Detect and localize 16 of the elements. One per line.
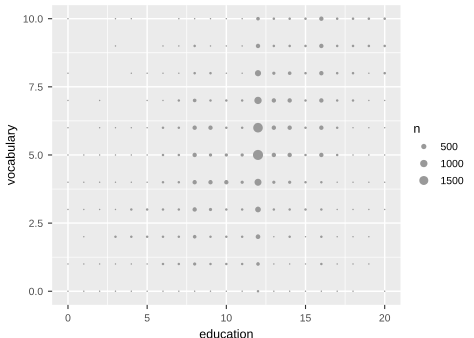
y-tick-label: 10.0 [24, 15, 43, 23]
x-tick-label: 15 [300, 314, 311, 322]
legend-label: 1000 [441, 160, 464, 168]
y-tick-label: 7.5 [29, 83, 43, 91]
y-tick-label: 5.0 [29, 151, 43, 159]
y-axis-title: vocabulary [6, 124, 18, 186]
x-tick-label: 0 [65, 314, 70, 322]
x-tick-label: 10 [221, 314, 232, 322]
y-tick-label: 0.0 [29, 288, 43, 296]
legend-label: 1500 [441, 176, 464, 184]
x-tick-label: 20 [379, 314, 390, 322]
legend-label: 500 [440, 142, 458, 150]
x-axis-title: education [200, 329, 253, 338]
x-tick-label: 5 [144, 314, 150, 322]
legend-title: n [414, 126, 420, 133]
y-tick-label: 2.5 [29, 220, 43, 227]
